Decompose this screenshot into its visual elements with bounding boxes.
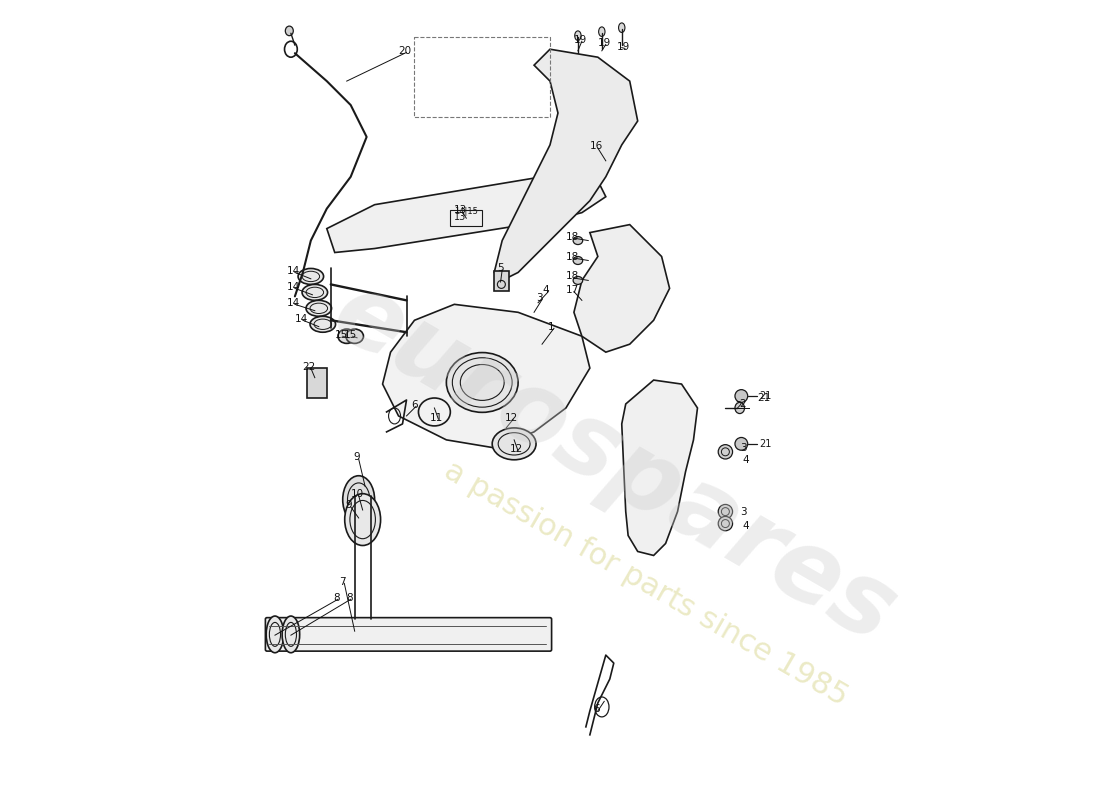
Text: 2: 2 bbox=[736, 402, 743, 411]
Text: 21: 21 bbox=[760, 439, 772, 449]
Text: 8: 8 bbox=[345, 593, 352, 602]
Text: 6: 6 bbox=[411, 400, 418, 410]
Text: 21: 21 bbox=[757, 394, 770, 403]
Text: 4: 4 bbox=[542, 285, 549, 295]
Ellipse shape bbox=[735, 402, 745, 414]
Text: 6: 6 bbox=[593, 704, 600, 714]
Polygon shape bbox=[574, 225, 670, 352]
Bar bbox=[494, 271, 508, 290]
Ellipse shape bbox=[718, 505, 733, 518]
Text: 1: 1 bbox=[548, 322, 554, 332]
Polygon shape bbox=[621, 380, 697, 555]
Text: 14|15: 14|15 bbox=[454, 207, 478, 216]
Text: 14: 14 bbox=[287, 282, 300, 292]
Bar bbox=[307, 368, 327, 398]
Text: 14: 14 bbox=[287, 266, 300, 276]
Text: 4: 4 bbox=[742, 521, 749, 531]
Text: 15: 15 bbox=[334, 330, 348, 340]
Text: 20: 20 bbox=[398, 46, 411, 56]
Polygon shape bbox=[383, 304, 590, 448]
Text: 19: 19 bbox=[617, 42, 630, 52]
Text: 14: 14 bbox=[295, 314, 308, 324]
Text: 3: 3 bbox=[739, 506, 747, 517]
Text: 7: 7 bbox=[340, 577, 346, 586]
Bar bbox=[450, 210, 482, 226]
Ellipse shape bbox=[282, 616, 299, 653]
Ellipse shape bbox=[598, 27, 605, 37]
Ellipse shape bbox=[718, 516, 733, 530]
Ellipse shape bbox=[298, 269, 323, 285]
Ellipse shape bbox=[306, 300, 331, 316]
Text: 9: 9 bbox=[345, 500, 352, 510]
Ellipse shape bbox=[735, 390, 748, 402]
Text: 13: 13 bbox=[454, 206, 467, 215]
Text: 18: 18 bbox=[565, 271, 579, 282]
Ellipse shape bbox=[310, 316, 336, 332]
Ellipse shape bbox=[266, 616, 284, 653]
Text: 13: 13 bbox=[454, 212, 466, 222]
Ellipse shape bbox=[285, 26, 294, 36]
Text: 19: 19 bbox=[574, 34, 587, 45]
Text: 2: 2 bbox=[739, 399, 746, 409]
Text: 19: 19 bbox=[597, 38, 611, 48]
Text: a passion for parts since 1985: a passion for parts since 1985 bbox=[439, 455, 852, 711]
Ellipse shape bbox=[343, 476, 375, 523]
Text: 16: 16 bbox=[590, 142, 603, 151]
Text: 15: 15 bbox=[344, 330, 358, 340]
Ellipse shape bbox=[345, 329, 363, 343]
Polygon shape bbox=[327, 173, 606, 253]
Ellipse shape bbox=[302, 285, 328, 300]
Text: 8: 8 bbox=[333, 593, 340, 602]
Text: 11: 11 bbox=[430, 413, 443, 422]
Text: 17: 17 bbox=[565, 285, 579, 295]
Text: 3: 3 bbox=[739, 443, 747, 453]
Text: 4: 4 bbox=[742, 454, 749, 465]
Text: 3: 3 bbox=[537, 293, 543, 303]
Text: 12: 12 bbox=[510, 445, 524, 454]
Ellipse shape bbox=[447, 353, 518, 412]
Bar bbox=[415, 38, 550, 117]
Ellipse shape bbox=[492, 428, 536, 460]
Text: 14: 14 bbox=[287, 298, 300, 308]
Ellipse shape bbox=[573, 277, 583, 285]
Text: 10: 10 bbox=[351, 489, 364, 499]
Text: 21: 21 bbox=[760, 391, 772, 401]
Ellipse shape bbox=[574, 31, 581, 41]
Ellipse shape bbox=[573, 257, 583, 265]
Ellipse shape bbox=[338, 329, 355, 343]
Ellipse shape bbox=[618, 23, 625, 33]
Text: 18: 18 bbox=[565, 231, 579, 242]
Ellipse shape bbox=[573, 237, 583, 245]
Ellipse shape bbox=[344, 494, 381, 546]
Ellipse shape bbox=[718, 445, 733, 459]
Text: 22: 22 bbox=[302, 362, 316, 371]
FancyBboxPatch shape bbox=[265, 618, 551, 651]
Polygon shape bbox=[494, 50, 638, 281]
Text: 12: 12 bbox=[505, 413, 518, 422]
Text: eurospares: eurospares bbox=[316, 264, 912, 664]
Text: 5: 5 bbox=[497, 263, 504, 274]
Text: 9: 9 bbox=[354, 452, 361, 462]
Text: 18: 18 bbox=[565, 251, 579, 262]
Ellipse shape bbox=[735, 438, 748, 450]
